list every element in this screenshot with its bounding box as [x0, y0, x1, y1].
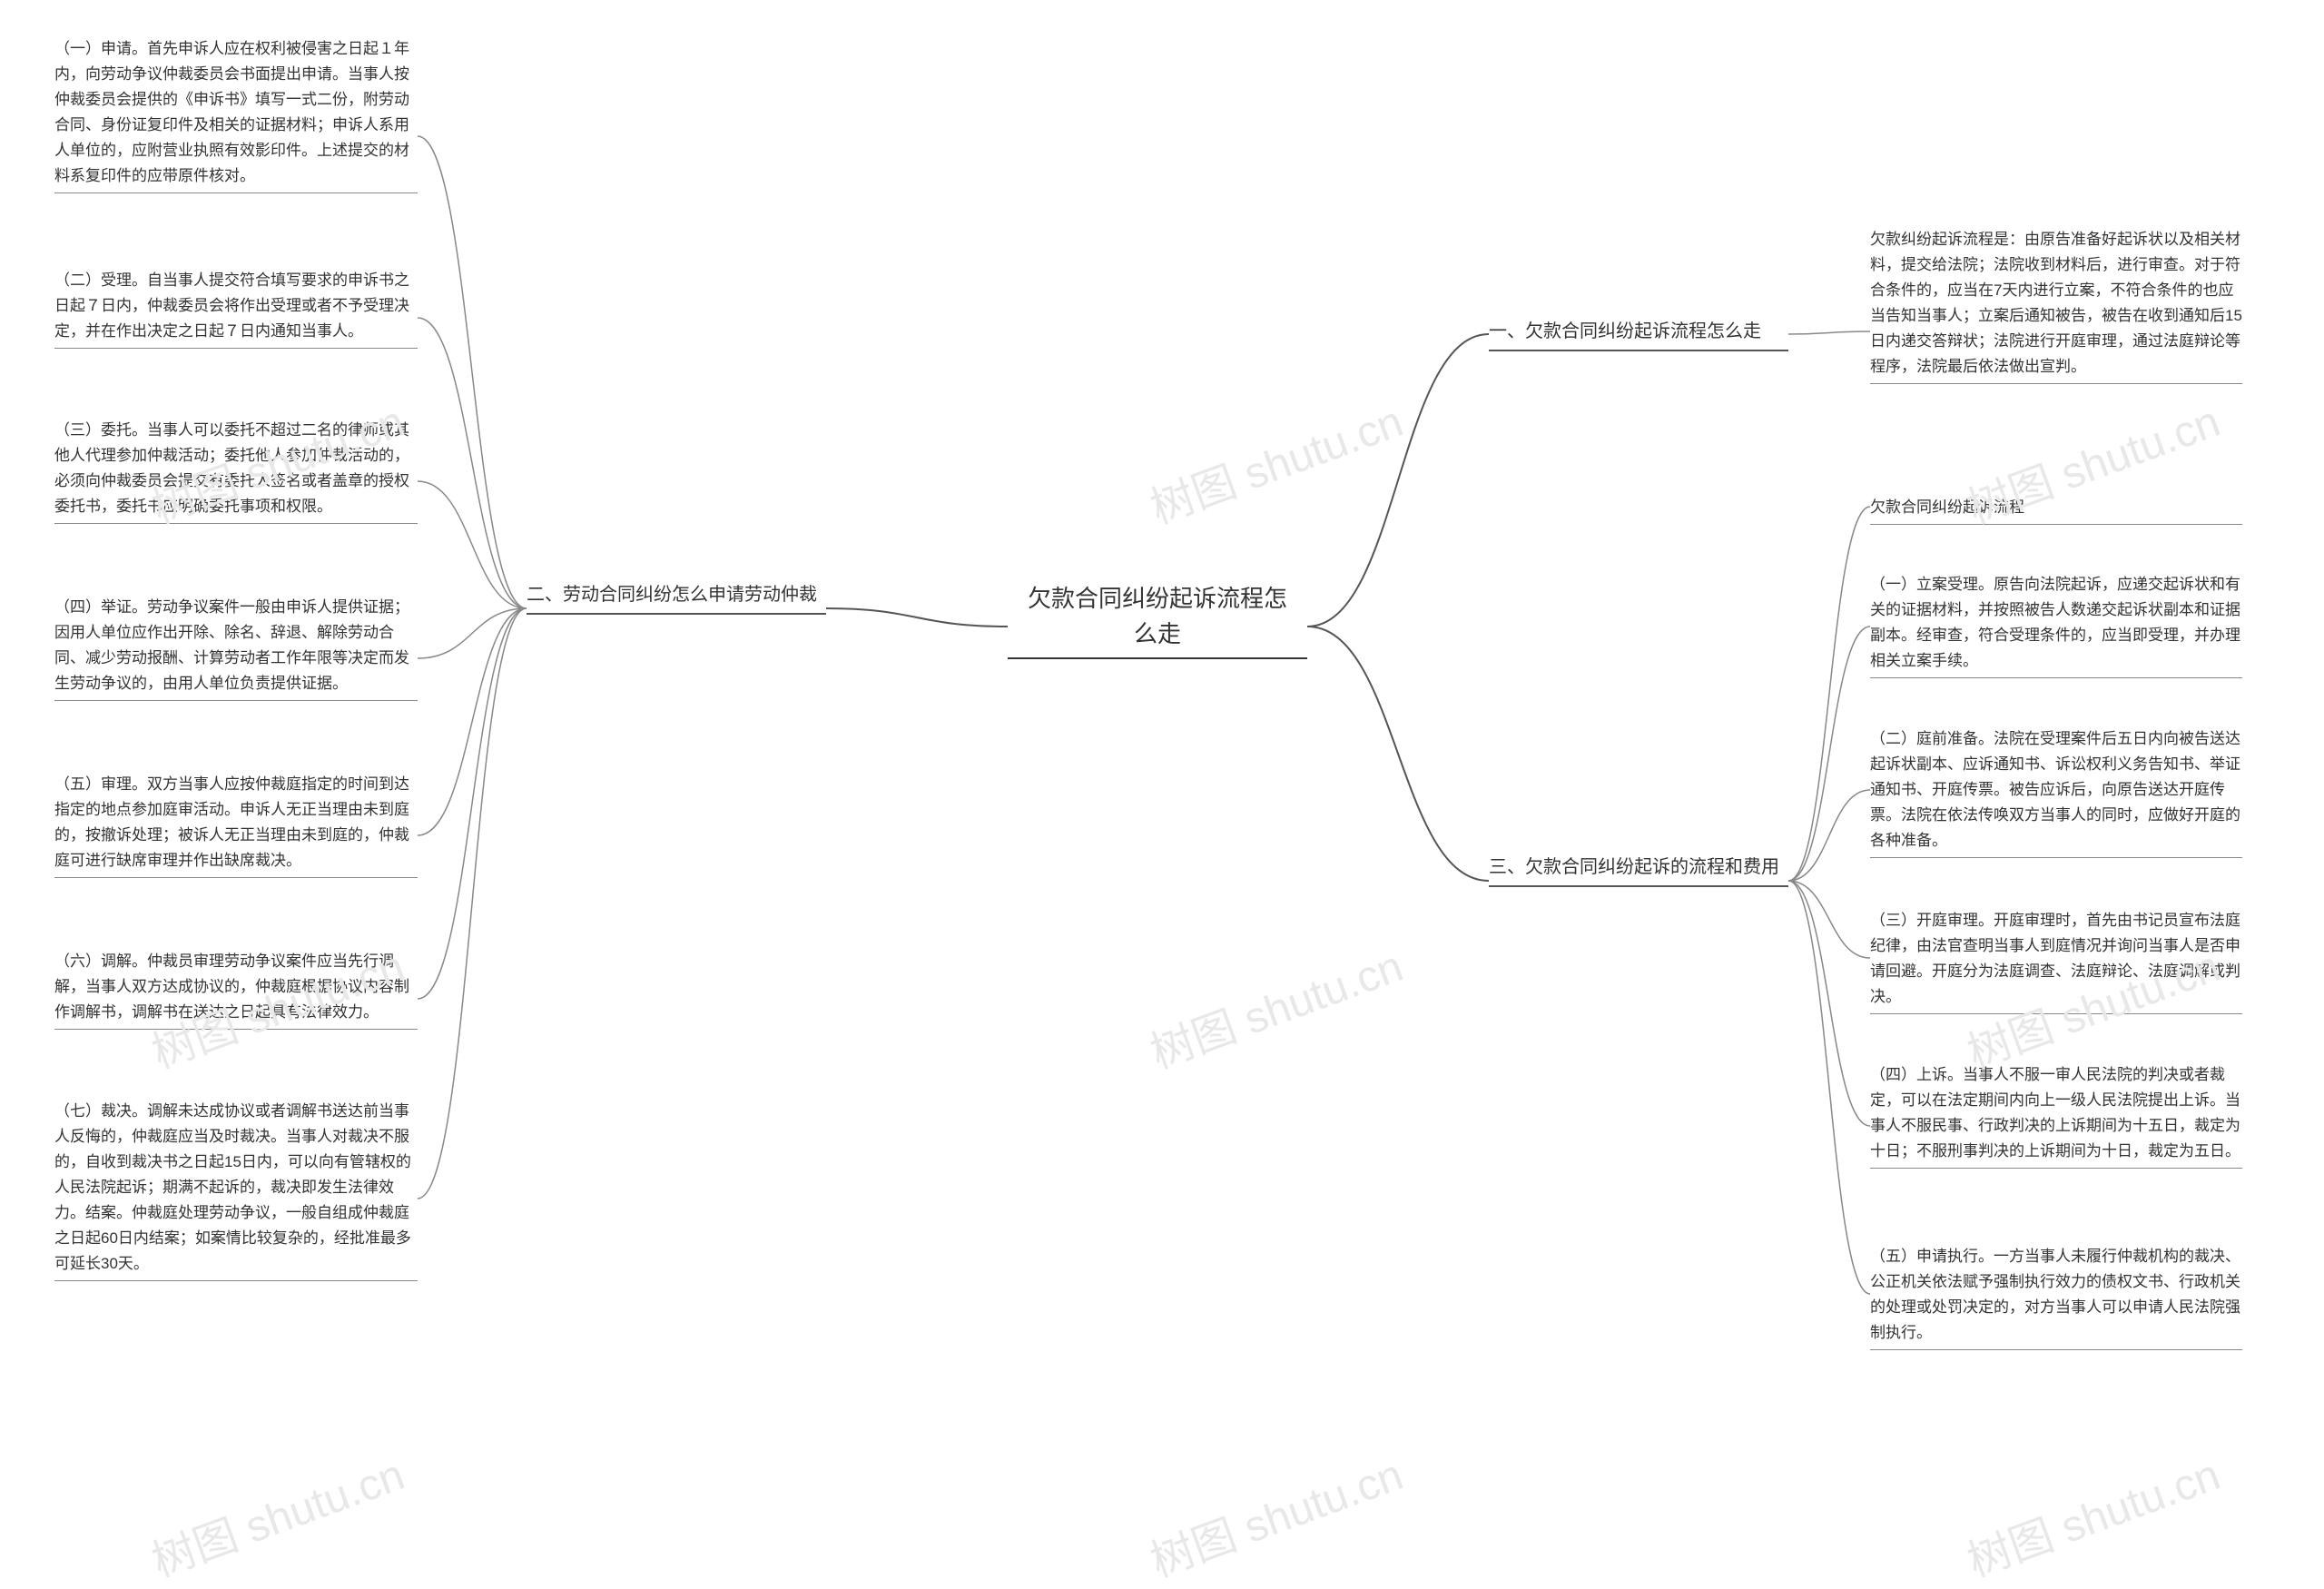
branch-node-1: 一、欠款合同纠纷起诉流程怎么走: [1489, 318, 1788, 351]
leaf-b1-1: 欠款纠纷起诉流程是：由原告准备好起诉状以及相关材料，提交给法院；法院收到材料后，…: [1870, 227, 2242, 384]
watermark-text: 树图 shutu.cn: [142, 1439, 411, 1589]
watermark-text: 树图 shutu.cn: [1957, 1439, 2227, 1589]
leaf-b3-5: （五）申请执行。一方当事人未履行仲裁机构的裁决、公正机关依法赋予强制执行效力的债…: [1870, 1244, 2242, 1350]
watermark-text: 树图 shutu.cn: [1140, 931, 1410, 1081]
leaf-b3-1: （一）立案受理。原告向法院起诉，应递交起诉状和有关的证据材料，并按照被告人数递交…: [1870, 572, 2242, 678]
leaf-b2-4: （四）举证。劳动争议案件一般由申诉人提供证据；因用人单位应作出开除、除名、辞退、…: [54, 595, 418, 701]
leaf-b2-5: （五）审理。双方当事人应按仲裁庭指定的时间到达指定的地点参加庭审活动。申诉人无正…: [54, 772, 418, 878]
watermark-text: 树图 shutu.cn: [1140, 1439, 1410, 1589]
leaf-b3-2: （二）庭前准备。法院在受理案件后五日内向被告送达起诉状副本、应诉通知书、诉讼权利…: [1870, 726, 2242, 858]
leaf-b2-1: （一）申请。首先申诉人应在权利被侵害之日起１年内，向劳动争议仲裁委员会书面提出申…: [54, 36, 418, 193]
leaf-b2-2: （二）受理。自当事人提交符合填写要求的申诉书之日起７日内，仲裁委员会将作出受理或…: [54, 268, 418, 349]
leaf-b2-7: （七）裁决。调解未达成协议或者调解书送达前当事人反悔的，仲裁庭应当及时裁决。当事…: [54, 1099, 418, 1281]
root-node: 欠款合同纠纷起诉流程怎么走: [1008, 581, 1307, 659]
leaf-b2-6: （六）调解。仲裁员审理劳动争议案件应当先行调解，当事人双方达成协议的，仲裁庭根据…: [54, 949, 418, 1030]
watermark-text: 树图 shutu.cn: [1140, 386, 1410, 536]
leaf-b3-0: 欠款合同纠纷起诉流程: [1870, 495, 2242, 525]
leaf-b3-3: （三）开庭审理。开庭审理时，首先由书记员宣布法庭纪律，由法官查明当事人到庭情况并…: [1870, 908, 2242, 1014]
leaf-b2-3: （三）委托。当事人可以委托不超过二名的律师或其他人代理参加仲裁活动；委托他人参加…: [54, 418, 418, 524]
leaf-b3-4: （四）上诉。当事人不服一审人民法院的判决或者裁定，可以在法定期间内向上一级人民法…: [1870, 1062, 2242, 1169]
branch-node-2: 二、劳动合同纠纷怎么申请劳动仲裁: [527, 581, 826, 615]
branch-node-3: 三、欠款合同纠纷起诉的流程和费用: [1489, 854, 1788, 887]
